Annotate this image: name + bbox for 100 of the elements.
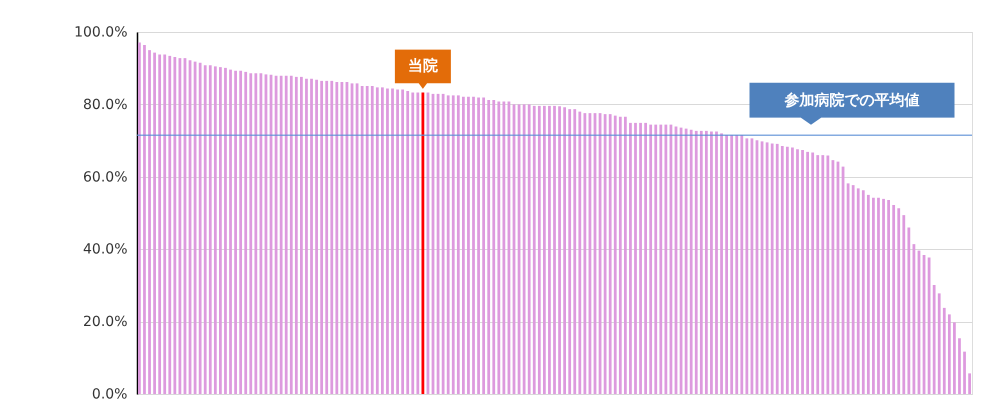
bar	[760, 141, 764, 394]
bar	[548, 106, 551, 394]
bar	[740, 136, 744, 394]
bar	[928, 258, 930, 394]
bar	[766, 142, 768, 394]
y-tick-label: 20.0%	[83, 314, 128, 330]
bar	[467, 96, 470, 394]
bar	[821, 155, 824, 394]
bar	[745, 138, 748, 394]
y-tick-label: 80.0%	[83, 96, 128, 113]
bar	[588, 113, 592, 394]
bar	[178, 58, 182, 394]
bar	[942, 308, 946, 394]
bar	[274, 76, 278, 394]
bar	[832, 160, 834, 394]
bar	[604, 114, 607, 394]
bar	[594, 113, 596, 394]
bar	[260, 73, 262, 394]
bar	[872, 198, 875, 394]
bar	[877, 198, 880, 394]
bar	[386, 88, 389, 394]
bar	[598, 113, 602, 394]
bar	[816, 155, 820, 394]
bar	[624, 116, 627, 394]
y-tick-label: 0.0%	[92, 386, 128, 402]
bar	[264, 74, 268, 394]
bar	[670, 124, 672, 394]
bar	[346, 82, 348, 394]
bar	[932, 285, 936, 394]
bar	[968, 373, 971, 394]
bar	[806, 152, 809, 394]
bar	[401, 90, 404, 394]
bar	[219, 67, 222, 394]
bar	[305, 78, 308, 394]
bar	[360, 86, 364, 394]
bar	[710, 132, 713, 394]
bar	[477, 98, 480, 394]
bar	[680, 128, 682, 394]
bar	[558, 106, 561, 394]
bar	[684, 128, 688, 394]
y-tick-label: 60.0%	[83, 169, 128, 186]
bar	[432, 94, 434, 394]
bar	[918, 250, 920, 394]
bar	[522, 104, 526, 394]
bar	[938, 293, 941, 394]
bar	[836, 162, 840, 394]
bar	[644, 122, 648, 394]
bar	[512, 104, 516, 394]
bar	[780, 146, 784, 394]
bar	[852, 185, 855, 394]
bar	[704, 130, 708, 394]
bar	[786, 146, 789, 394]
bar	[770, 143, 774, 394]
bar	[953, 322, 956, 394]
bar	[482, 98, 486, 394]
bar	[791, 147, 794, 394]
bar	[542, 106, 546, 394]
ref-line-label: 参加病院での平均値	[784, 91, 920, 110]
bar	[796, 149, 799, 394]
bar	[756, 140, 758, 394]
bar	[188, 60, 192, 394]
bar	[922, 254, 926, 394]
bar	[887, 200, 890, 394]
bar	[270, 74, 272, 394]
bar	[350, 83, 354, 394]
bar	[320, 80, 324, 394]
bar	[502, 102, 506, 394]
bar	[184, 58, 186, 394]
bar	[963, 352, 966, 394]
bar	[674, 126, 678, 394]
y-tick-label: 100.0%	[74, 24, 128, 40]
bar	[842, 166, 844, 394]
y-tick-label: 40.0%	[83, 242, 128, 258]
bar	[229, 70, 232, 394]
bar	[472, 96, 475, 394]
bar	[421, 92, 424, 394]
bar	[391, 88, 394, 394]
bar	[583, 113, 586, 394]
bar	[380, 87, 384, 394]
bar	[856, 188, 860, 394]
bar	[826, 155, 830, 394]
bar	[720, 133, 723, 394]
bar	[315, 80, 318, 394]
bar	[912, 244, 916, 394]
bar	[148, 50, 151, 394]
annotation: 当院	[408, 56, 438, 74]
bar	[862, 190, 865, 394]
bar	[300, 76, 303, 394]
bar	[664, 124, 668, 394]
bar	[340, 82, 344, 394]
bar	[426, 92, 430, 394]
bar	[553, 106, 556, 394]
bar	[396, 90, 399, 394]
bar	[436, 94, 440, 394]
bar	[356, 83, 358, 394]
bar	[138, 42, 141, 394]
bar	[634, 122, 637, 394]
bar	[725, 135, 728, 394]
bar	[518, 104, 520, 394]
bar	[194, 62, 196, 394]
